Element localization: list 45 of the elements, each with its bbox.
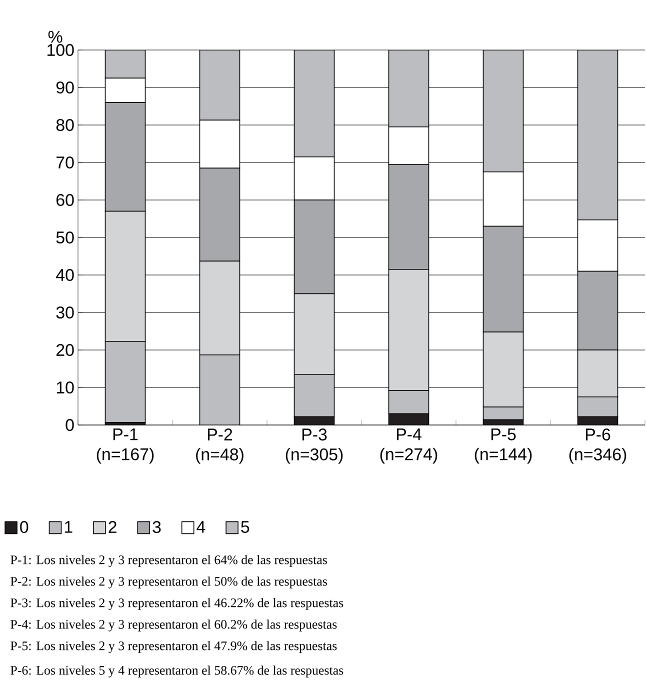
legend-label: 3	[152, 521, 161, 534]
bar	[388, 414, 429, 425]
y-tick-label: 90	[56, 81, 74, 94]
y-tick-label: 60	[56, 194, 74, 206]
x-tick-label: P-1 (n=167)	[96, 428, 154, 464]
x-tick-label: P-4 (n=274)	[380, 428, 438, 464]
text: P-4: Los niveles 2 y 3 representaron el 60.2% de las respuestas	[10, 620, 337, 632]
legend-label: 5	[241, 521, 250, 533]
x-tick-label: P-6 (n=346)	[569, 428, 626, 464]
legend-label: 2	[108, 521, 116, 533]
text: P-1: Los niveles 2 y 3 representaron el 64% de las respuestas	[10, 555, 327, 567]
y-tick-label: 80	[56, 118, 74, 131]
y-tick-label: 20	[56, 344, 74, 356]
y-tick-label: 0	[66, 418, 74, 431]
bar	[199, 354, 240, 425]
bar	[199, 50, 240, 121]
y-tick-label: 10	[56, 381, 74, 394]
bar	[294, 416, 334, 425]
legend-label: 0	[20, 521, 28, 534]
x-tick-label: P-2 (n=48)	[196, 428, 244, 464]
bar	[482, 50, 524, 172]
bar	[577, 396, 618, 418]
bar	[482, 406, 524, 420]
bar	[294, 50, 335, 158]
legend-label: 1	[64, 521, 72, 533]
bar	[388, 50, 430, 128]
bar	[388, 390, 430, 414]
bar	[577, 416, 618, 425]
x-tick-label: P-3 (n=305)	[286, 428, 343, 464]
y-tick-label: 50	[56, 231, 74, 244]
y-axis-title: %	[48, 30, 62, 43]
y-tick-label: 40	[56, 268, 74, 281]
y-tick-label: 100	[48, 44, 74, 56]
text: P-3: Los niveles 2 y 3 representaron el 46.22% de las respuestas	[10, 598, 344, 610]
x-tick-label: P-5 (n=144)	[474, 428, 532, 464]
bar	[577, 50, 618, 220]
text: P-2: Los niveles 2 y 3 representaron el 50% de las respuestas	[10, 576, 327, 588]
legend-label: 4	[196, 521, 206, 533]
text: P-6: Los niveles 5 y 4 representaron el 58.67% de las respuestas	[10, 666, 344, 678]
text: P-5: Los niveles 2 y 3 representaron el 47.9% de las respuestas	[10, 641, 337, 653]
bar	[294, 374, 335, 418]
y-tick-label: 70	[56, 156, 74, 168]
y-tick-label: 30	[56, 306, 74, 318]
bar	[104, 340, 146, 423]
bar	[104, 50, 146, 79]
